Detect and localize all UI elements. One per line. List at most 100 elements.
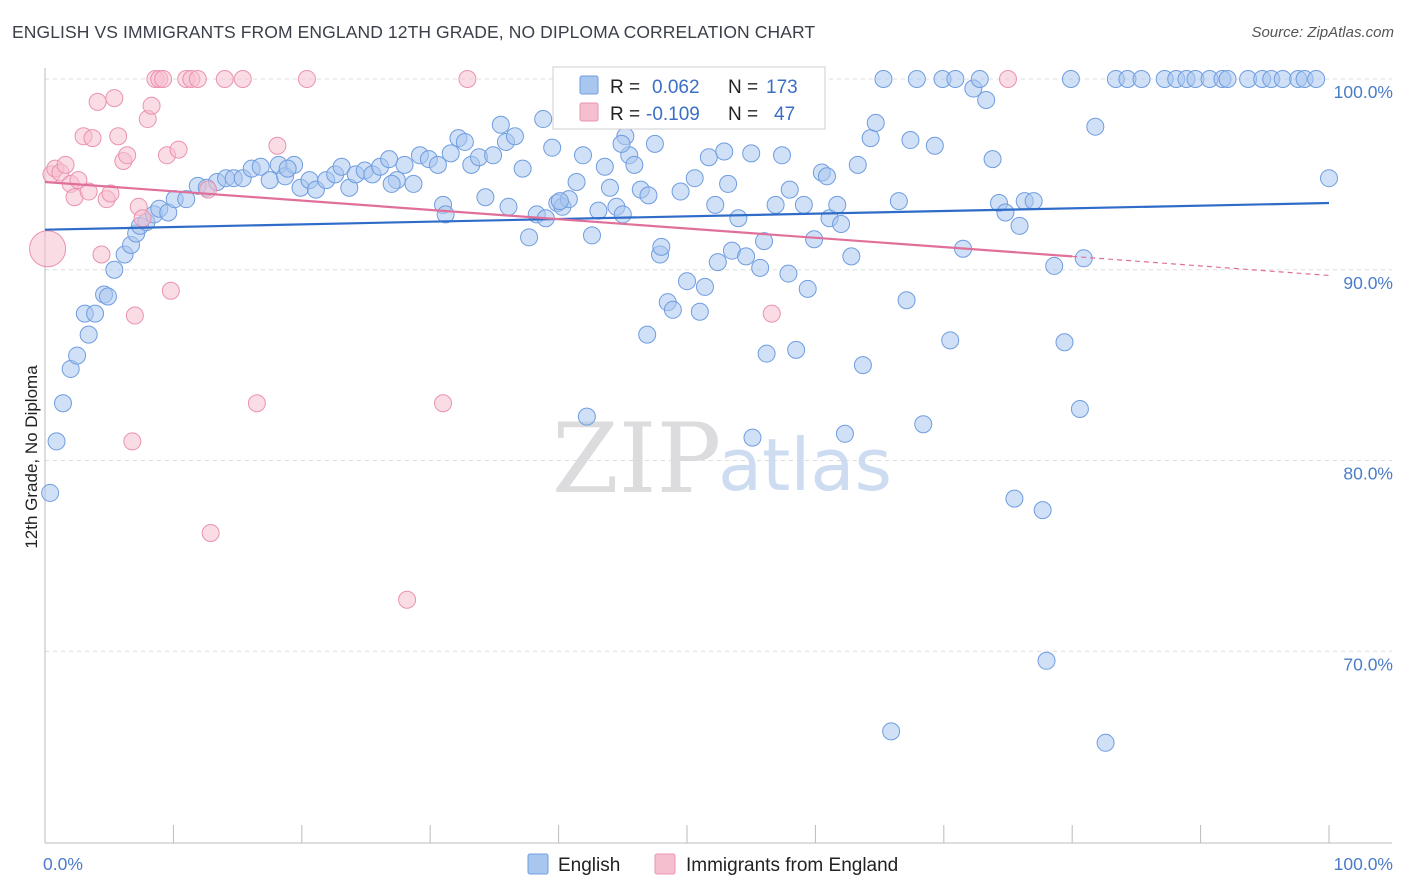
axes	[44, 68, 1392, 844]
english-point	[779, 264, 798, 283]
english-point	[766, 195, 785, 214]
english-trend-line	[44, 201, 1330, 231]
immigrant-point	[56, 155, 75, 174]
x-tick-label-min: 0.0%	[43, 854, 83, 874]
immigrant-point	[123, 432, 142, 451]
trend-lines	[44, 180, 1330, 277]
english-point	[638, 325, 657, 344]
immigrant-point	[109, 127, 128, 146]
english-point	[550, 192, 569, 211]
english-point	[1320, 169, 1338, 188]
english-point	[625, 155, 644, 174]
english-point	[798, 279, 817, 298]
english-point	[780, 180, 799, 199]
immigrant-point	[83, 129, 102, 148]
english-point	[866, 113, 885, 132]
legend-english-label: English	[558, 855, 620, 876]
english-point	[251, 157, 270, 176]
immigrant-point	[297, 70, 316, 88]
english-point	[505, 127, 524, 146]
immigrant-point	[125, 306, 144, 325]
english-point	[380, 150, 399, 169]
english-point	[706, 195, 725, 214]
english-point	[47, 432, 66, 451]
english-point	[68, 346, 87, 365]
english-point	[577, 407, 596, 426]
english-point	[105, 260, 124, 279]
english-point	[690, 302, 709, 321]
english-point	[98, 287, 117, 306]
english-point	[977, 90, 996, 109]
english-point	[889, 192, 908, 211]
immigrant-point	[199, 180, 218, 199]
english-point	[882, 722, 901, 741]
english-point	[663, 300, 682, 319]
english-point	[1074, 249, 1093, 268]
english-point	[441, 144, 460, 163]
legend-immigrant-label: Immigrants from England	[686, 855, 898, 876]
english-point	[513, 159, 532, 178]
english-point	[455, 132, 474, 151]
english-point	[382, 174, 401, 193]
english-point	[983, 150, 1002, 169]
chart-title: ENGLISH VS IMMIGRANTS FROM ENGLAND 12TH …	[12, 22, 816, 42]
immigrant-point	[133, 209, 152, 228]
english-point	[914, 415, 933, 434]
immigrant-point	[188, 70, 207, 88]
english-point	[332, 157, 351, 176]
english-stats-swatch	[579, 75, 599, 95]
english-point	[1061, 70, 1080, 88]
english-point	[817, 167, 836, 186]
immigrant-point	[247, 394, 266, 413]
english-point	[897, 291, 916, 310]
immigrant-point-large	[29, 230, 67, 268]
english-point	[695, 277, 714, 296]
english-point	[612, 134, 631, 153]
legend-english-swatch	[527, 853, 549, 875]
english-point	[941, 331, 960, 350]
immigrant-point	[215, 70, 234, 88]
immigrant-r-label: R =	[610, 104, 640, 125]
immigrant-point	[398, 590, 417, 609]
english-point	[678, 272, 696, 291]
english-point	[1132, 70, 1151, 88]
english-point	[1024, 192, 1043, 211]
english-point	[1010, 216, 1029, 235]
english-point	[41, 483, 60, 502]
english-point	[543, 138, 562, 157]
english-point	[1037, 651, 1056, 670]
immigrant-point	[142, 96, 161, 115]
english-point	[685, 169, 704, 188]
legend-immigrant-swatch	[654, 853, 676, 875]
english-point	[645, 134, 664, 153]
english-point	[260, 171, 279, 190]
english-point	[907, 70, 926, 88]
english-point	[476, 188, 495, 207]
english-point	[970, 70, 989, 88]
english-point	[589, 201, 608, 220]
immigrant-point	[154, 70, 173, 88]
english-point	[996, 203, 1015, 222]
english-point	[1218, 70, 1237, 88]
english-point	[613, 205, 632, 224]
english-point	[671, 182, 690, 201]
y-tick-label-1: 90.0%	[1343, 273, 1393, 293]
english-point	[652, 237, 671, 256]
immigrant-point	[762, 304, 781, 323]
immigrant-point	[233, 70, 252, 88]
legend: English Immigrants from England	[527, 853, 898, 876]
english-point	[925, 136, 944, 155]
english-point	[1055, 333, 1074, 352]
english-point	[1070, 399, 1089, 418]
english-point	[1307, 70, 1326, 88]
immigrant-point	[88, 92, 107, 111]
immigrant-n-label: N =	[728, 104, 758, 125]
immigrant-point	[268, 136, 287, 155]
watermark-zip: ZIP	[552, 403, 721, 515]
watermark: ZIP atlas	[552, 403, 892, 515]
y-tick-labels: 100.0% 90.0% 80.0% 70.0%	[1334, 82, 1393, 674]
english-point	[600, 178, 619, 197]
immigrant-point	[79, 182, 98, 201]
english-point	[715, 142, 734, 161]
